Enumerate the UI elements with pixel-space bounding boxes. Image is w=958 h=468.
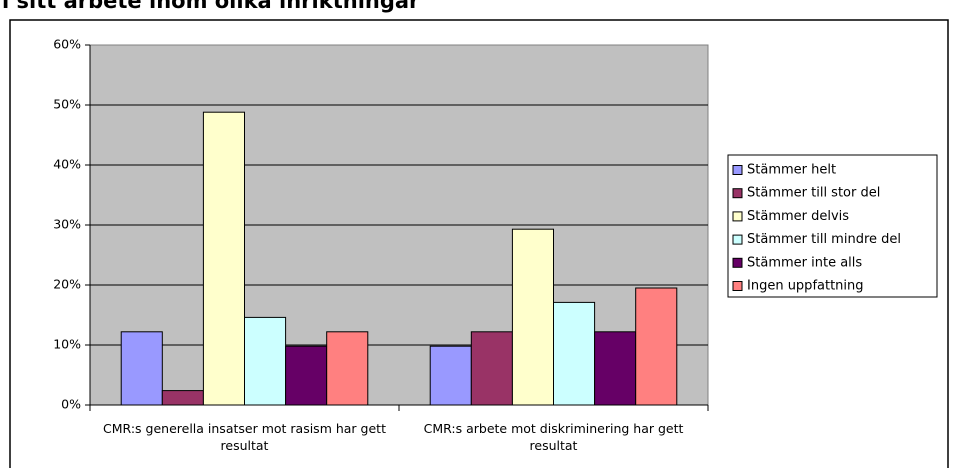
bar	[120, 331, 163, 406]
bar	[511, 228, 555, 406]
legend-label: Ingen uppfattning	[747, 279, 864, 294]
bar	[594, 331, 637, 406]
bar	[161, 390, 204, 406]
legend-label: Stämmer helt	[747, 163, 836, 178]
legend	[727, 154, 938, 298]
x-tick-label: CMR:s generella insatser mot rasism har …	[103, 421, 386, 453]
bar	[202, 111, 245, 406]
legend-swatch	[732, 211, 743, 222]
bar	[429, 345, 472, 406]
y-tick-label: 20%	[53, 277, 81, 292]
bar	[244, 316, 287, 406]
legend-label: Stämmer inte alls	[747, 255, 862, 270]
bar	[285, 345, 328, 406]
y-tick-label: 0%	[61, 397, 81, 412]
legend-label: Stämmer till mindre del	[747, 232, 901, 247]
legend-label: Stämmer till stor del	[747, 186, 880, 201]
y-tick-label: 60%	[53, 37, 81, 52]
y-tick-label: 10%	[53, 337, 81, 352]
legend-swatch	[732, 257, 743, 268]
y-tick-label: 50%	[53, 97, 81, 112]
y-tick-label: 40%	[53, 157, 81, 172]
legend-swatch	[732, 281, 743, 291]
legend-swatch	[732, 188, 743, 199]
legend-swatch	[732, 234, 743, 245]
x-tick-label: CMR:s arbete mot diskriminering har gett…	[423, 421, 684, 453]
chart-title: i sitt arbete inom olika inriktningar	[2, 0, 420, 13]
y-tick-label: 30%	[53, 217, 81, 232]
bar	[635, 287, 678, 406]
bar	[326, 331, 369, 406]
legend-swatch	[732, 165, 743, 175]
bar	[553, 301, 596, 406]
bar	[470, 331, 513, 406]
legend-label: Stämmer delvis	[747, 209, 849, 224]
